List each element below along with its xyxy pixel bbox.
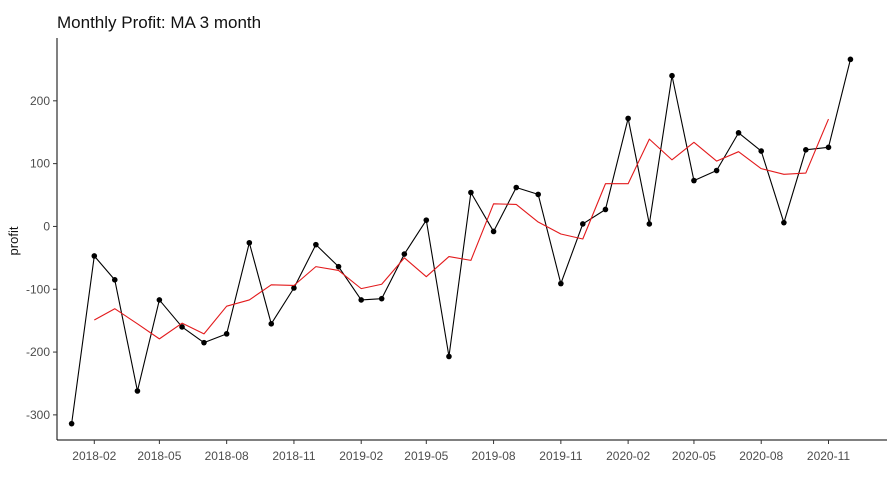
profit-data-point [713,167,720,174]
x-tick-label: 2020-05 [672,449,716,463]
profit-data-point [646,221,653,227]
profit-data-point [625,115,631,122]
x-tick-label: 2018-02 [72,449,116,463]
y-tick-label: 100 [30,157,50,171]
profit-data-point [291,285,297,291]
x-tick-label: 2018-11 [272,449,315,463]
profit-data-point [134,388,141,394]
profit-data-point [735,130,742,136]
x-tick-label: 2018-05 [137,449,181,463]
x-tick-label: 2019-05 [404,449,448,463]
profit-data-point [758,148,765,154]
x-tick-label: 2019-11 [539,449,582,463]
y-tick-label: 200 [30,94,50,108]
profit-data-point [490,228,497,235]
profit-data-point [468,189,474,196]
profit-data-point [535,191,541,198]
profit-data-point [847,56,854,63]
profit-data-point [825,144,832,151]
profit-data-point [68,420,75,427]
profit-data-point [201,339,207,346]
profit-data-point [358,297,365,303]
x-tick-label: 2019-02 [339,449,383,463]
profit-data-point [781,219,787,226]
profit-data-point [223,331,230,337]
profit-data-point [401,251,408,257]
profit-data-point [156,297,163,303]
profit-data-point [378,295,385,302]
profit-data-point [602,206,609,213]
profit-data-point [91,253,98,259]
profit-data-point [268,320,275,327]
profit-data-point [669,72,675,79]
x-tick-label: 2018-08 [205,449,249,463]
y-tick-label: -100 [26,282,50,296]
y-tick-label: 0 [43,219,50,233]
profit-data-point [691,177,697,184]
profit-data-point [246,239,253,246]
profit-data-point [423,217,430,223]
profit-data-point [803,147,809,153]
x-tick-label: 2020-08 [739,449,783,463]
y-axis-title: profit [6,226,21,255]
moving-average-series-line [94,118,830,340]
profit-data-point [446,353,452,360]
x-tick-label: 2020-02 [606,449,650,463]
profit-data-point [558,280,564,287]
profit-data-point [111,277,118,283]
profit-data-point [179,324,185,330]
chart-title: Monthly Profit: MA 3 month [57,13,261,32]
profit-data-point [313,241,319,248]
profit-series-line [71,59,851,424]
profit-data-point [579,221,586,227]
y-tick-label: -300 [26,408,50,422]
y-tick-label: -200 [26,345,50,359]
x-tick-label: 2019-08 [472,449,516,463]
x-tick-label: 2020-11 [807,449,850,463]
profit-data-point [513,184,520,191]
plot-area: -300 -200 -100 0 100 200 2018-02 2018-05 2018-08… [26,38,887,463]
profit-data-point [335,263,342,270]
